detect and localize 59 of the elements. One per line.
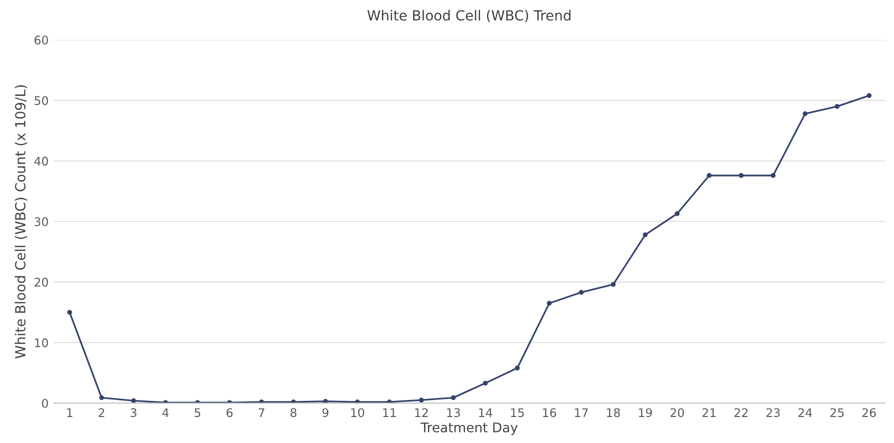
y-tick-label: 30: [34, 217, 48, 226]
x-tick-label: 24: [798, 408, 812, 417]
point: [99, 395, 104, 400]
point: [323, 398, 328, 404]
y-tick-label: 50: [34, 96, 48, 106]
x-tick-label: 4: [162, 408, 169, 417]
x-axis-title: Treatment Day: [420, 422, 518, 435]
point: [610, 282, 616, 287]
point: [866, 93, 872, 98]
y-axis-title: White Blood Cell (WBC) Count (x 109/L): [14, 85, 28, 358]
point: [802, 111, 808, 116]
point: [770, 173, 776, 178]
x-tick-label: 7: [258, 408, 264, 417]
point: [674, 211, 680, 216]
point: [386, 399, 392, 404]
x-tick-label: 18: [607, 408, 620, 418]
point: [738, 173, 744, 178]
point: [834, 104, 840, 109]
x-tick-label: 23: [766, 408, 780, 418]
x-tick-label: 3: [130, 408, 136, 418]
x-tick-label: 13: [447, 408, 460, 418]
x-tick-label: 14: [479, 408, 492, 417]
x-tick-label: 25: [830, 408, 844, 418]
point: [578, 290, 584, 295]
point: [291, 399, 296, 404]
point: [642, 232, 648, 238]
y-tick-label: 20: [34, 278, 48, 287]
x-tick-label: 26: [862, 408, 876, 418]
y-tick-label: 0: [42, 398, 48, 408]
point: [546, 300, 552, 306]
x-tick-label: 1: [67, 408, 72, 417]
x-tick-label: 22: [734, 408, 748, 417]
x-tick-label: 16: [543, 408, 556, 418]
x-tick-label: 8: [290, 408, 296, 418]
point: [514, 366, 520, 370]
x-tick-label: 6: [226, 408, 233, 418]
y-tick-label: 60: [34, 36, 48, 45]
point: [354, 399, 360, 404]
x-tick-label: 12: [415, 408, 428, 417]
point: [259, 399, 264, 404]
chart-title: White Blood Cell (WBC) Trend: [367, 10, 570, 22]
y-tick-label: 10: [35, 338, 48, 348]
x-tick-label: 21: [702, 408, 716, 417]
x-tick-label: 19: [639, 408, 652, 418]
point: [418, 398, 424, 403]
point: [706, 173, 712, 178]
point: [67, 310, 72, 315]
x-tick-label: 10: [351, 408, 364, 418]
x-tick-label: 5: [194, 408, 200, 418]
point: [131, 398, 136, 404]
x-tick-label: 11: [383, 408, 396, 417]
x-tick-label: 2: [98, 408, 104, 417]
x-tick-label: 20: [670, 408, 684, 418]
x-tick-label: 15: [511, 408, 524, 418]
y-tick-label: 40: [34, 156, 48, 166]
x-tick-label: 17: [575, 408, 588, 417]
x-tick-label: 9: [322, 408, 328, 418]
point: [450, 395, 456, 400]
point: [482, 380, 488, 386]
